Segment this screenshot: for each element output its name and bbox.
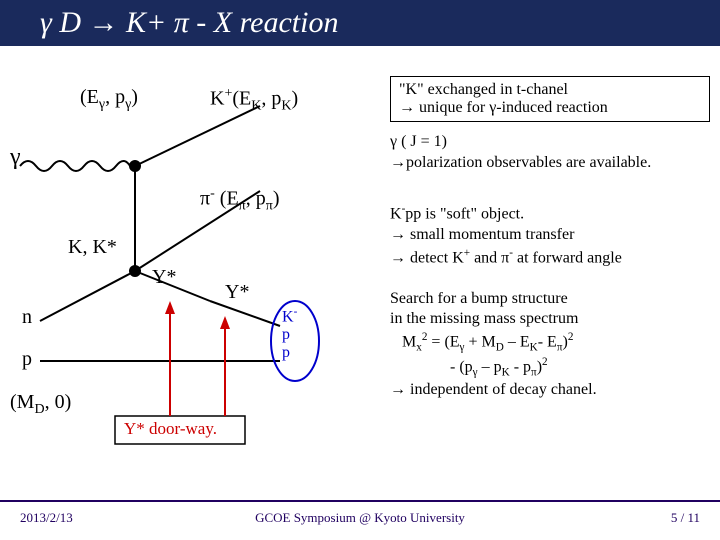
feynman-diagram: γ (Eγ, pγ) K+(EK, pK) π- (Eπ, pπ) K, K* … <box>0 46 380 500</box>
search-line5: → independent of decay chanel. <box>390 380 710 401</box>
ystar1-label: Y* <box>152 266 176 289</box>
kpp-label: K-pp <box>282 306 297 361</box>
polarization-block: γ ( J = 1) →polarization observables are… <box>390 132 710 174</box>
right-column: "K" exchanged in t-chanel → unique for γ… <box>390 76 710 415</box>
n-label: n <box>22 306 32 329</box>
md-label: (MD, 0) <box>10 391 71 418</box>
search-line2: in the missing mass spectrum <box>390 309 710 330</box>
slide-title: γ D → K+ π - X reaction <box>40 6 338 40</box>
tchannel-box: "K" exchanged in t-chanel → unique for γ… <box>390 76 710 122</box>
box-line2: → unique for γ-induced reaction <box>399 99 701 117</box>
ystar2-label: Y* <box>225 281 249 304</box>
search-line3: Mx2 = (Eγ + MD – EK- Eπ)2 <box>390 330 710 355</box>
footer-page: 5 / 11 <box>671 510 700 526</box>
footer: 2013/2/13 GCOE Symposium @ Kyoto Univers… <box>0 500 720 540</box>
p-label: p <box>22 348 32 371</box>
footer-line <box>0 500 720 502</box>
k-plus-label: K+(EK, pK) <box>210 86 298 115</box>
search-block: Search for a bump structure in the missi… <box>390 289 710 402</box>
content-area: γ (Eγ, pγ) K+(EK, pK) π- (Eπ, pπ) K, K* … <box>0 46 720 500</box>
footer-center: GCOE Symposium @ Kyoto University <box>0 510 720 526</box>
soft-line3: → detect K+ and π- at forward angle <box>390 246 710 269</box>
e-gamma-label: (Eγ, pγ) <box>80 86 138 113</box>
title-bar: γ D → K+ π - X reaction <box>0 0 720 46</box>
y-doorway-label: Y* door-way. <box>124 419 217 439</box>
search-line1: Search for a bump structure <box>390 289 710 310</box>
box-line1: "K" exchanged in t-chanel <box>399 81 701 99</box>
pol-line1: γ ( J = 1) <box>390 132 710 153</box>
k-kstar-label: K, K* <box>68 236 117 259</box>
soft-line2: → small momentum transfer <box>390 225 710 246</box>
soft-line1: K-pp is "soft" object. <box>390 202 710 225</box>
pol-line2: →polarization observables are available. <box>390 153 710 174</box>
soft-block: K-pp is "soft" object. → small momentum … <box>390 202 710 269</box>
gamma-label: γ <box>10 144 21 171</box>
search-line4: - (pγ – pK - pπ)2 <box>390 355 710 380</box>
pi-minus-label: π- (Eπ, pπ) <box>200 186 280 215</box>
